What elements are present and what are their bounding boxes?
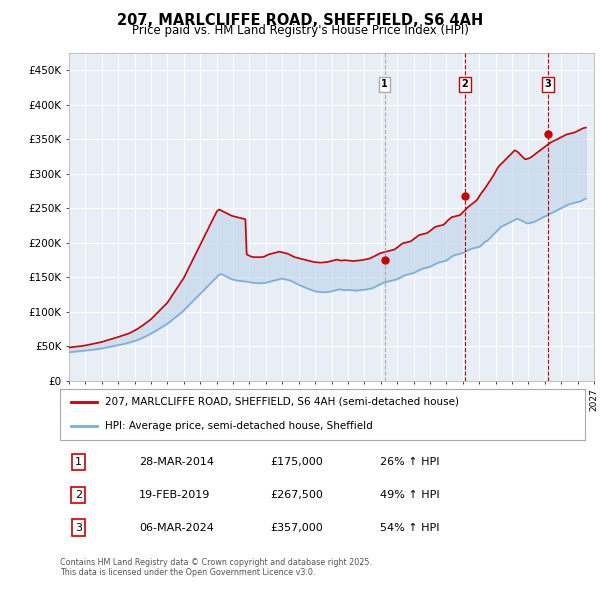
Text: 19-FEB-2019: 19-FEB-2019 (139, 490, 210, 500)
Text: 26% ↑ HPI: 26% ↑ HPI (380, 457, 440, 467)
Text: 28-MAR-2014: 28-MAR-2014 (139, 457, 214, 467)
Text: 207, MARLCLIFFE ROAD, SHEFFIELD, S6 4AH (semi-detached house): 207, MARLCLIFFE ROAD, SHEFFIELD, S6 4AH … (104, 397, 458, 407)
Text: 49% ↑ HPI: 49% ↑ HPI (380, 490, 440, 500)
Text: 2: 2 (461, 79, 468, 89)
Text: 06-MAR-2024: 06-MAR-2024 (139, 523, 214, 533)
Text: 2: 2 (75, 490, 82, 500)
Text: HPI: Average price, semi-detached house, Sheffield: HPI: Average price, semi-detached house,… (104, 421, 373, 431)
Text: £357,000: £357,000 (270, 523, 323, 533)
Text: 3: 3 (544, 79, 551, 89)
Text: 54% ↑ HPI: 54% ↑ HPI (380, 523, 440, 533)
Text: 1: 1 (75, 457, 82, 467)
Text: 3: 3 (75, 523, 82, 533)
Text: Price paid vs. HM Land Registry's House Price Index (HPI): Price paid vs. HM Land Registry's House … (131, 24, 469, 37)
Text: Contains HM Land Registry data © Crown copyright and database right 2025.
This d: Contains HM Land Registry data © Crown c… (60, 558, 372, 577)
Text: 1: 1 (381, 79, 388, 89)
Text: £175,000: £175,000 (270, 457, 323, 467)
Text: 207, MARLCLIFFE ROAD, SHEFFIELD, S6 4AH: 207, MARLCLIFFE ROAD, SHEFFIELD, S6 4AH (117, 13, 483, 28)
Text: £267,500: £267,500 (270, 490, 323, 500)
